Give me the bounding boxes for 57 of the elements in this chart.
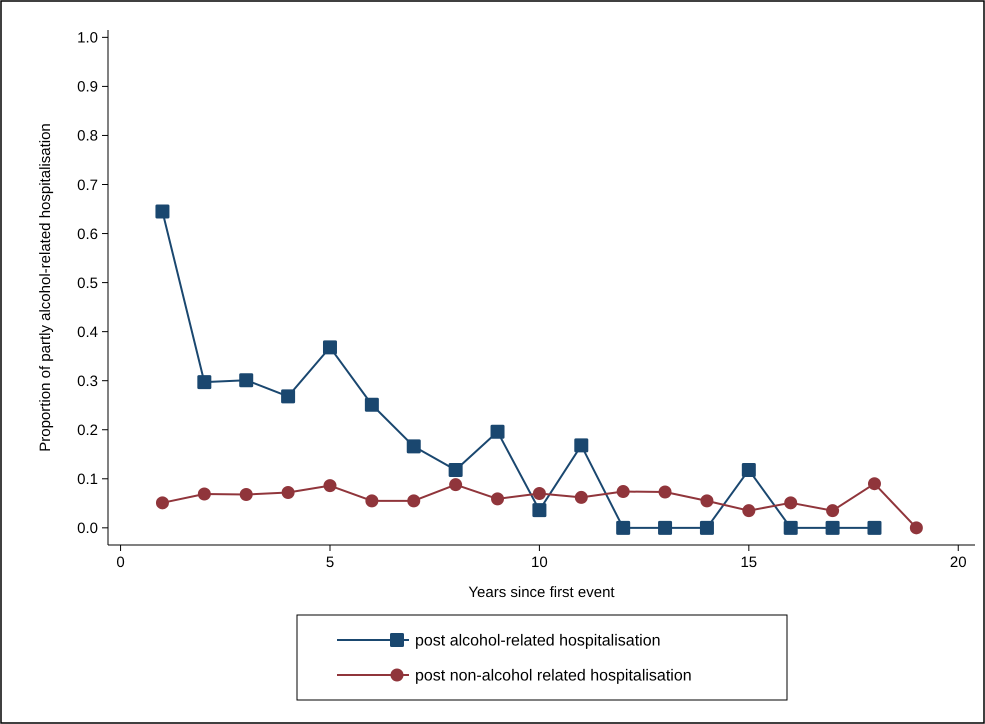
point bbox=[364, 398, 379, 412]
point bbox=[156, 496, 169, 510]
point bbox=[240, 488, 253, 501]
point bbox=[198, 487, 211, 500]
point bbox=[574, 490, 588, 504]
point bbox=[784, 496, 798, 510]
x-tick-label: 0 bbox=[116, 554, 125, 571]
point bbox=[448, 462, 463, 477]
x-tick-label: 5 bbox=[326, 554, 334, 571]
point bbox=[406, 439, 421, 454]
y-tick-label: 0.5 bbox=[77, 274, 98, 292]
point bbox=[784, 520, 798, 535]
y-tick-label: 0.7 bbox=[77, 176, 98, 194]
point bbox=[700, 494, 714, 508]
y-tick-label: 0.2 bbox=[77, 422, 98, 439]
point bbox=[742, 504, 756, 518]
point bbox=[700, 520, 714, 535]
point bbox=[282, 486, 295, 500]
point bbox=[532, 487, 546, 500]
x-tick-label: 20 bbox=[950, 554, 967, 571]
legend-label: post alcohol-related hospitalisation bbox=[415, 632, 660, 650]
point bbox=[239, 373, 254, 388]
point bbox=[658, 486, 672, 499]
x-tick-label: 15 bbox=[740, 554, 758, 571]
y-tick-label: 1.0 bbox=[77, 30, 98, 47]
point bbox=[322, 340, 337, 354]
point bbox=[658, 520, 672, 535]
point bbox=[532, 503, 546, 518]
point bbox=[449, 478, 462, 492]
point bbox=[910, 521, 923, 534]
point bbox=[490, 424, 505, 439]
point bbox=[616, 520, 630, 535]
point bbox=[574, 438, 588, 452]
point bbox=[826, 520, 840, 535]
point bbox=[323, 479, 336, 492]
point bbox=[407, 494, 420, 508]
point bbox=[826, 504, 840, 518]
y-tick-label: 0.8 bbox=[77, 128, 98, 145]
y-tick-label: 0.4 bbox=[77, 324, 98, 341]
y-axis-title: Proportion of partly alcohol-related hospitalisation bbox=[37, 123, 54, 452]
x-axis-title: Years since first event bbox=[468, 584, 616, 601]
y-tick-label: 0.9 bbox=[77, 78, 98, 96]
y-tick-label: 0.0 bbox=[77, 520, 98, 538]
point bbox=[197, 375, 212, 390]
point bbox=[868, 477, 881, 490]
point bbox=[616, 485, 630, 498]
x-tick-label: 10 bbox=[531, 554, 548, 571]
y-tick-label: 0.1 bbox=[77, 471, 98, 488]
y-tick-label: 0.3 bbox=[77, 372, 98, 390]
point bbox=[742, 462, 756, 477]
point bbox=[281, 389, 296, 404]
point bbox=[365, 494, 378, 508]
legend-label: post non-alcohol related hospitalisation bbox=[415, 668, 692, 685]
point bbox=[491, 492, 504, 506]
point bbox=[155, 204, 170, 218]
point bbox=[867, 520, 882, 535]
y-tick-label: 0.6 bbox=[77, 226, 98, 243]
